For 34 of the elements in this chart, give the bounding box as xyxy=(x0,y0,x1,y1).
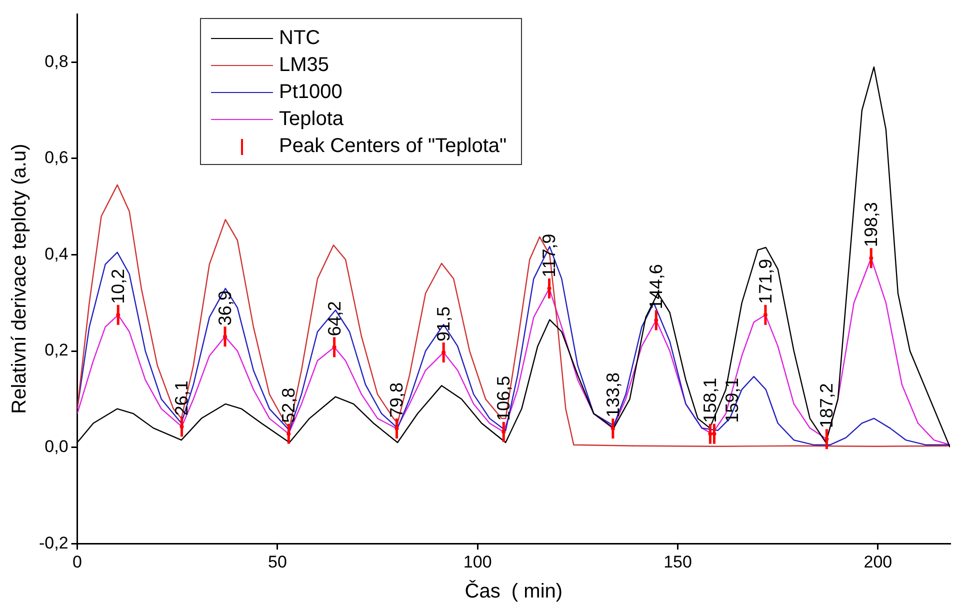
x-tick-label: 50 xyxy=(268,552,287,572)
annotation: 198,3 xyxy=(861,202,882,248)
annotation: 64,2 xyxy=(324,301,344,336)
annotation: 91,5 xyxy=(434,306,454,342)
annotation: 10,2 xyxy=(108,268,128,304)
annotation: 187,2 xyxy=(816,383,837,428)
annotation: 79,8 xyxy=(386,382,407,418)
y-tick-label: -0,2 xyxy=(38,533,68,552)
x-axis-title: Čas ( min) xyxy=(464,580,563,603)
annotation: 36,9 xyxy=(214,290,235,326)
annotation: 159,1 xyxy=(722,378,742,423)
x-tick-label: 150 xyxy=(664,552,692,572)
legend-label: Peak Centers of "Teplota" xyxy=(279,135,507,158)
x-tick-label: 0 xyxy=(72,552,82,572)
annotation: 117,9 xyxy=(539,234,560,278)
annotation: 144,6 xyxy=(646,264,666,310)
legend-label: Teplota xyxy=(279,108,344,131)
y-tick-label: 0,6 xyxy=(44,148,68,168)
annotation: 26,1 xyxy=(172,380,192,416)
legend-label: NTC xyxy=(279,27,320,50)
y-tick-label: 0,8 xyxy=(44,52,68,71)
annotation: 106,5 xyxy=(494,376,514,421)
y-tick-label: 0,2 xyxy=(44,340,68,360)
legend-label: Pt1000 xyxy=(279,81,342,104)
annotation: 52,8 xyxy=(278,388,299,423)
y-tick-label: 0,4 xyxy=(44,244,68,264)
y-tick-label: 0,0 xyxy=(44,436,68,456)
annotation: 171,9 xyxy=(755,258,776,304)
x-tick-label: 200 xyxy=(864,552,892,572)
x-tick-label: 100 xyxy=(463,552,492,572)
legend-label: LM35 xyxy=(279,54,330,77)
annotation: 133,8 xyxy=(602,372,623,418)
annotation: 158,1 xyxy=(700,378,720,423)
y-axis-title: Relativní derivace teploty (a.u) xyxy=(8,144,31,414)
